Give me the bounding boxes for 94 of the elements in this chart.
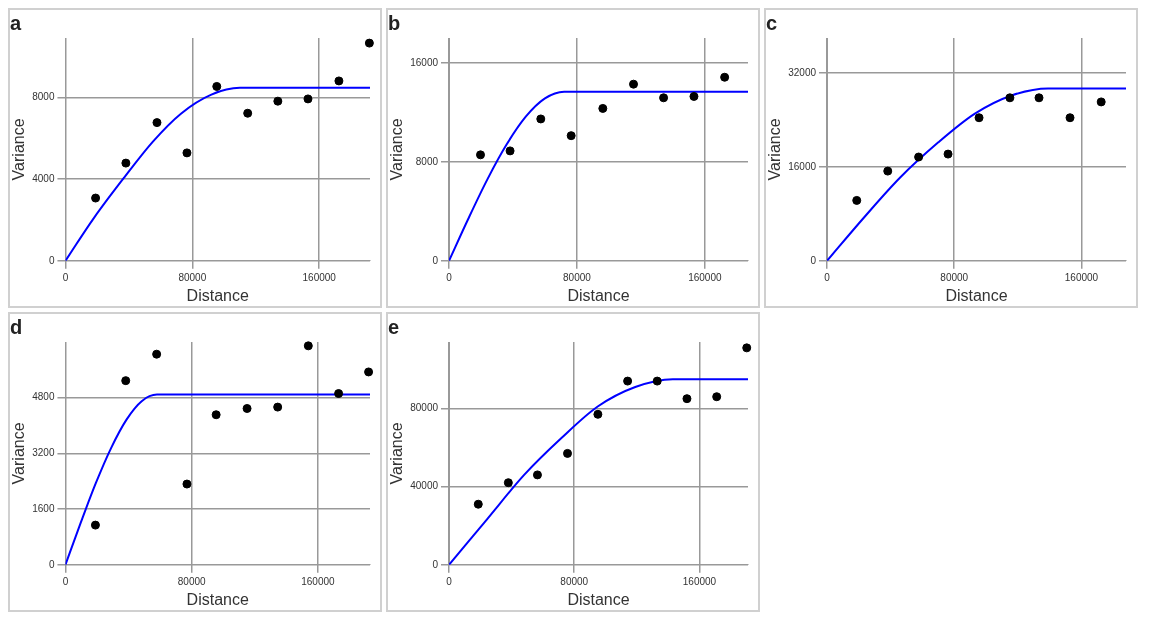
x-tick-label: 0 <box>62 271 69 283</box>
point <box>563 448 573 458</box>
x-axis-title: Distance <box>186 590 249 608</box>
point <box>273 402 283 412</box>
x-axis-title: Distance <box>567 286 630 304</box>
point <box>720 72 730 82</box>
point <box>914 152 924 162</box>
point <box>593 409 603 419</box>
x-tick-label: 80000 <box>178 271 207 283</box>
x-tick-label: 0 <box>446 575 453 587</box>
y-tick-label: 0 <box>810 254 817 266</box>
point <box>211 410 221 420</box>
point <box>1065 113 1075 123</box>
point <box>364 367 374 377</box>
point <box>1005 93 1015 103</box>
x-axis-title: Distance <box>945 286 1008 304</box>
point <box>623 376 633 386</box>
y-tick-label: 80000 <box>410 402 439 414</box>
point <box>303 341 313 351</box>
y-tick-label: 16000 <box>410 56 439 68</box>
point <box>742 343 752 353</box>
y-tick-label: 8000 <box>415 155 439 167</box>
x-tick-label: 0 <box>446 271 453 283</box>
y-tick-label: 8000 <box>32 91 55 103</box>
point <box>90 520 100 530</box>
point <box>152 349 162 359</box>
y-tick-label: 4800 <box>32 391 55 403</box>
y-tick-label: 32000 <box>788 66 817 78</box>
point <box>303 94 313 104</box>
point <box>152 118 162 128</box>
point <box>883 166 893 176</box>
point <box>243 108 253 118</box>
y-tick-label: 1600 <box>32 502 55 514</box>
point <box>476 150 486 160</box>
y-axis-title: Variance <box>10 422 28 485</box>
point <box>121 158 131 168</box>
y-tick-label: 4000 <box>32 172 55 184</box>
point <box>212 81 222 91</box>
point <box>629 79 639 89</box>
point <box>91 193 101 203</box>
chart-title: d <box>10 315 23 338</box>
x-tick-label: 80000 <box>560 575 589 587</box>
point <box>334 76 344 86</box>
y-axis-title: Variance <box>766 118 784 181</box>
point <box>598 103 608 113</box>
point <box>121 376 131 386</box>
point <box>364 38 374 48</box>
point <box>273 96 283 106</box>
point <box>682 394 692 404</box>
y-tick-label: 40000 <box>410 480 439 492</box>
point <box>532 470 542 480</box>
y-axis-title: Variance <box>388 422 406 485</box>
x-tick-label: 80000 <box>940 271 969 283</box>
point <box>852 195 862 205</box>
point <box>1034 93 1044 103</box>
point <box>473 499 483 509</box>
y-tick-label: 3200 <box>32 447 55 459</box>
chart-title: e <box>388 315 400 338</box>
point <box>334 389 344 399</box>
x-tick-label: 80000 <box>177 575 207 587</box>
y-axis-title: Variance <box>10 118 28 181</box>
x-tick-label: 80000 <box>563 271 592 283</box>
point <box>943 149 953 159</box>
point <box>689 91 699 101</box>
y-axis-title: Variance <box>388 118 406 181</box>
y-tick-label: 0 <box>432 254 439 266</box>
x-tick-label: 0 <box>62 575 69 587</box>
point <box>659 93 669 103</box>
x-tick-label: 0 <box>824 271 831 283</box>
point <box>182 148 192 158</box>
point <box>566 131 576 141</box>
x-axis-title: Distance <box>567 590 630 608</box>
point <box>712 392 722 402</box>
point <box>974 113 984 123</box>
chart-title: c <box>766 11 778 34</box>
point <box>536 114 546 124</box>
x-tick-label: 160000 <box>302 271 337 283</box>
point <box>505 146 515 156</box>
point <box>652 376 662 386</box>
y-tick-label: 16000 <box>788 160 817 172</box>
point <box>182 479 192 489</box>
chart-title: a <box>10 11 22 34</box>
x-axis-title: Distance <box>186 286 249 304</box>
x-tick-label: 160000 <box>682 575 717 587</box>
point <box>1096 97 1106 107</box>
chart-title: b <box>388 11 401 34</box>
y-tick-label: 0 <box>48 558 55 570</box>
point <box>242 403 252 413</box>
y-tick-label: 0 <box>48 254 55 266</box>
x-tick-label: 160000 <box>688 271 722 283</box>
x-tick-label: 160000 <box>301 575 336 587</box>
point <box>503 478 513 488</box>
x-tick-label: 160000 <box>1064 271 1099 283</box>
y-tick-label: 0 <box>432 558 439 570</box>
